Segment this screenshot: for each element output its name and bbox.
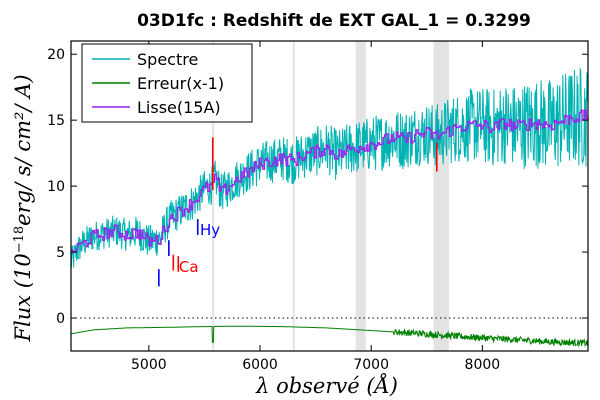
x-tick-label: 8000 — [465, 357, 501, 373]
y-axis-label: Flux (10−18erg/ s/ cm²/ A) — [11, 74, 35, 342]
plot-frame — [70, 40, 589, 352]
y-tick-label: 5 — [56, 245, 65, 261]
y-tick-label: 15 — [47, 113, 65, 129]
shaded-band — [292, 41, 295, 351]
x-axis-label: λ observé (Å) — [255, 373, 398, 398]
shaded-band — [355, 41, 366, 351]
y-axis-label-exponent: −18 — [12, 226, 27, 253]
x-tick-label: 5000 — [131, 357, 167, 373]
series-erreur-line — [70, 325, 589, 348]
series-layer — [70, 67, 589, 348]
legend-label-lisse: Lisse(15A) — [137, 98, 221, 117]
legend-label-erreur: Erreur(x-1) — [137, 74, 224, 93]
y-tick-label: 0 — [56, 311, 65, 327]
x-axis-ticks: 5000 6000 7000 8000 — [131, 41, 500, 373]
y-axis-label-units: erg/ s/ cm²/ A) — [11, 74, 35, 225]
shaded-band — [433, 41, 450, 351]
legend: Spectre Erreur(x-1) Lisse(15A) — [81, 43, 253, 123]
shaded-band — [212, 41, 215, 351]
line-marker-label: Hy — [200, 221, 220, 239]
x-tick-label: 6000 — [242, 357, 278, 373]
y-tick-label: 10 — [47, 179, 65, 195]
legend-label-spectre: Spectre — [137, 50, 198, 69]
x-tick-label: 7000 — [353, 357, 389, 373]
y-axis-ticks: 0 5 10 15 20 — [47, 47, 588, 327]
line-markers: Ca Hy — [158, 137, 438, 287]
svg-text:Flux (10−18erg/ s/ cm²/ A): Flux (10−18erg/ s/ cm²/ A) — [11, 74, 35, 342]
chart-title: 03D1fc : Redshift de EXT GAL_1 = 0.3299 — [137, 11, 531, 31]
series-lisse-line — [71, 109, 589, 253]
series-spectre-line — [70, 67, 589, 268]
y-tick-label: 20 — [47, 47, 65, 63]
y-axis-label-prefix: Flux (10 — [11, 253, 35, 342]
line-marker-label: Ca — [179, 258, 199, 276]
